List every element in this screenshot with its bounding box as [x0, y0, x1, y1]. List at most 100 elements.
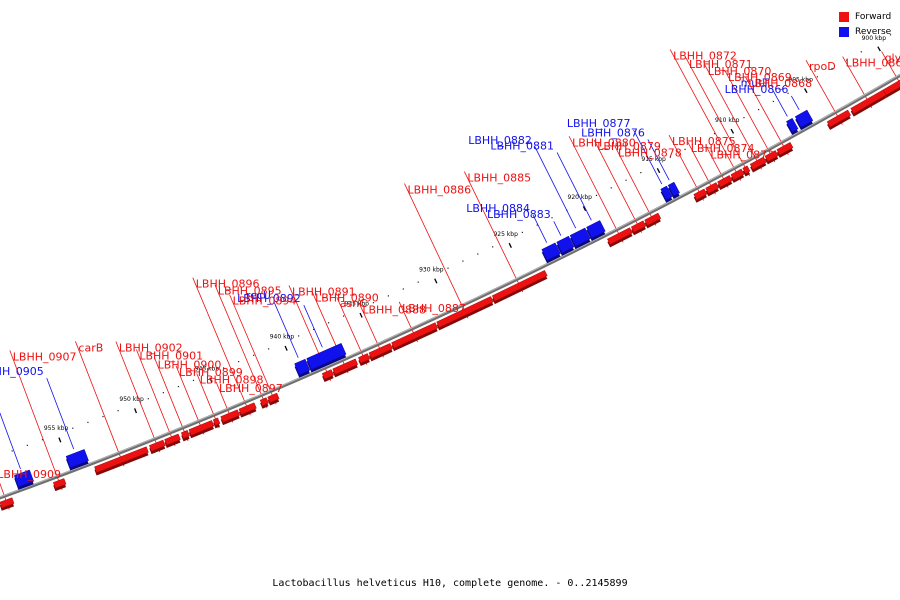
minor-tick: [87, 421, 89, 424]
gene-label: LBHH_0866: [725, 83, 789, 96]
leader-line: [556, 152, 592, 221]
gene-LBHH_0880: [607, 227, 633, 248]
leader-line: [791, 95, 800, 111]
leader-line: [805, 59, 843, 125]
gene-body: [730, 168, 745, 181]
gene-label: LBHH_0885: [467, 172, 531, 185]
gene-body: [556, 235, 575, 254]
minor-tick: [640, 171, 642, 174]
minor-tick: [669, 156, 671, 158]
gene-LBHH_0869: [764, 150, 779, 165]
leader-line: [464, 171, 524, 293]
gene-LBHH_0864: [850, 89, 887, 117]
gene-LBHH_0879: [630, 220, 647, 236]
gene-label: LBHH_0896: [196, 278, 260, 291]
tick-label: 910 kbp: [715, 117, 740, 124]
leader-line: [115, 341, 161, 453]
gene-LBHH_0885: [491, 270, 548, 305]
gene-body: [306, 342, 347, 370]
gene-body: [0, 497, 15, 509]
gene-body: [644, 212, 662, 226]
leader-line: [669, 49, 742, 181]
minor-tick: [447, 267, 449, 269]
gene-LBHH_0883: [556, 235, 575, 256]
minor-tick: [298, 335, 300, 337]
gene-label: LBHH_0907: [13, 350, 77, 363]
minor-tick: [684, 148, 686, 150]
gene-body: [65, 449, 89, 468]
minor-tick: [72, 427, 74, 429]
tick-label: 950 kbp: [119, 396, 144, 403]
major-tick: [508, 242, 512, 248]
minor-tick: [462, 260, 464, 262]
gene-label: LBHH_0880: [572, 136, 636, 149]
minor-tick: [342, 315, 345, 317]
gene-label: LBHH_0873: [710, 149, 774, 162]
gene-body: [13, 469, 34, 488]
legend: Forward Reverse: [839, 9, 891, 39]
gene-LBHH_0907: [52, 478, 67, 492]
leader-line: [534, 146, 577, 229]
gene-label: LBHH_0869: [728, 71, 792, 84]
legend-forward-label: Forward: [855, 11, 892, 22]
leader-line: [724, 70, 776, 163]
gene-LBHH_0866: [794, 109, 814, 131]
gene-body: [705, 182, 720, 194]
gene-body: [693, 188, 708, 201]
gene-label: LBHH_0900: [158, 358, 222, 371]
label-leaders: [0, 49, 900, 510]
gene-body: [391, 322, 439, 349]
forward-swatch: [839, 11, 849, 22]
major-tick: [209, 377, 213, 383]
leader-line: [593, 140, 643, 233]
minor-tick: [253, 354, 255, 356]
gene-features: [0, 79, 900, 511]
gene-label: LBHH_0877: [567, 117, 631, 130]
leader-line: [135, 349, 176, 447]
minor-tick: [102, 415, 104, 418]
gene-label: LBHH_0895: [218, 285, 282, 298]
minor-tick: [417, 281, 419, 283]
minor-ticks: [11, 34, 892, 452]
major-tick: [133, 408, 138, 414]
genome-axis: [0, 73, 900, 500]
gene-body: [586, 220, 606, 239]
minor-tick: [625, 179, 627, 181]
leader-line: [704, 64, 762, 170]
leader-line: [633, 129, 663, 185]
gene-label: asnC: [340, 297, 367, 310]
gene-LBHH_0890: [332, 358, 359, 378]
minor-tick: [551, 217, 553, 219]
tick-label: 915 kbp: [641, 156, 666, 163]
minor-tick: [327, 322, 330, 324]
gene-label: LBHH_0874: [691, 142, 755, 155]
minor-tick: [238, 361, 240, 363]
gene-label: mutT: [741, 76, 770, 89]
gene-rpoD: [826, 109, 852, 130]
gene-body: [180, 429, 190, 439]
gene-body: [569, 227, 591, 247]
minor-tick: [816, 76, 818, 78]
gene-label: LBHH_0876: [581, 126, 645, 139]
gene-xerS: [13, 469, 34, 490]
major-tick: [434, 278, 438, 284]
gene-LBHH_0887: [391, 322, 439, 352]
gene-LBHH_0897: [220, 409, 241, 426]
minor-tick: [26, 444, 28, 446]
minor-tick: [477, 253, 479, 255]
leader-line: [771, 89, 788, 117]
gene-body: [660, 185, 673, 201]
gene-body: [826, 109, 852, 128]
gene-LBHH_0873: [717, 175, 733, 191]
gene-body: [148, 439, 166, 452]
gene-LBHH_0874: [705, 182, 720, 197]
gene-recU: [294, 358, 311, 378]
leader-line: [336, 296, 368, 365]
gene-LBHH_0871: [742, 165, 751, 177]
gene-label: LBHH_0887: [402, 302, 466, 315]
gene-LBHH_0902: [148, 439, 166, 455]
gene-label: LBHH_0902: [119, 342, 183, 355]
gene-label: LBHH_0871: [689, 58, 753, 71]
leader-line: [9, 350, 63, 490]
gene-label: LBHH_0890: [315, 292, 379, 305]
